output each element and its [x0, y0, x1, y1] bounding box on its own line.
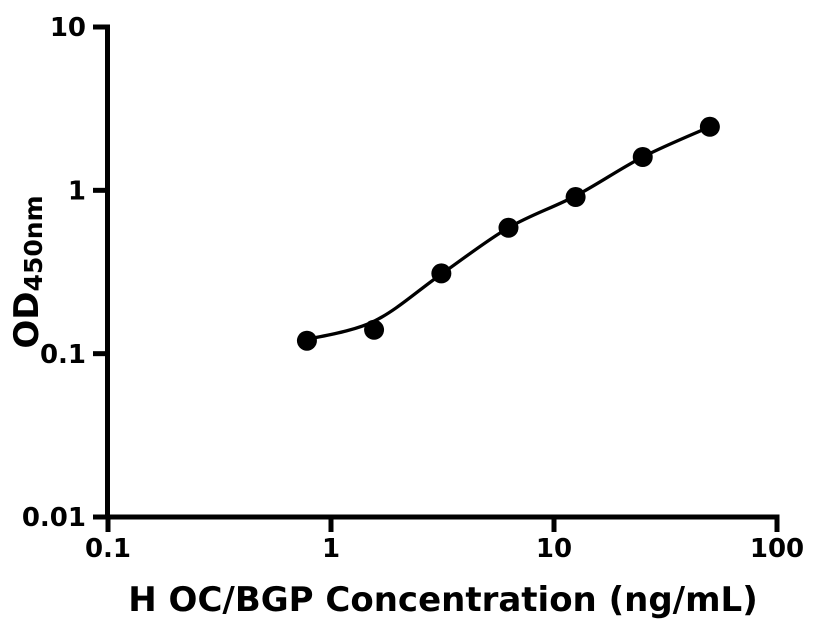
x-tick-label: 100: [750, 534, 804, 564]
data-point: [364, 319, 385, 340]
x-axis-title: H OC/BGP Concentration (ng/mL): [128, 580, 758, 620]
data-point: [565, 187, 586, 208]
data-point: [498, 217, 519, 238]
x-tick-label: 1: [322, 534, 340, 564]
y-axis-title-subscript: 450nm: [19, 195, 48, 292]
data-point: [431, 263, 452, 284]
y-tick-label: 1: [68, 176, 86, 206]
y-tick-label: 0.1: [40, 340, 86, 370]
y-tick-label: 10: [50, 13, 86, 43]
data-point: [699, 116, 720, 137]
data-point: [296, 330, 317, 351]
y-tick-label: 0.01: [22, 503, 86, 533]
y-axis-title-main: OD: [7, 291, 47, 349]
y-axis-title: OD450nm: [7, 195, 48, 349]
data-point: [632, 146, 653, 167]
x-tick-label: 10: [536, 534, 572, 564]
x-tick-label: 0.1: [85, 534, 131, 564]
